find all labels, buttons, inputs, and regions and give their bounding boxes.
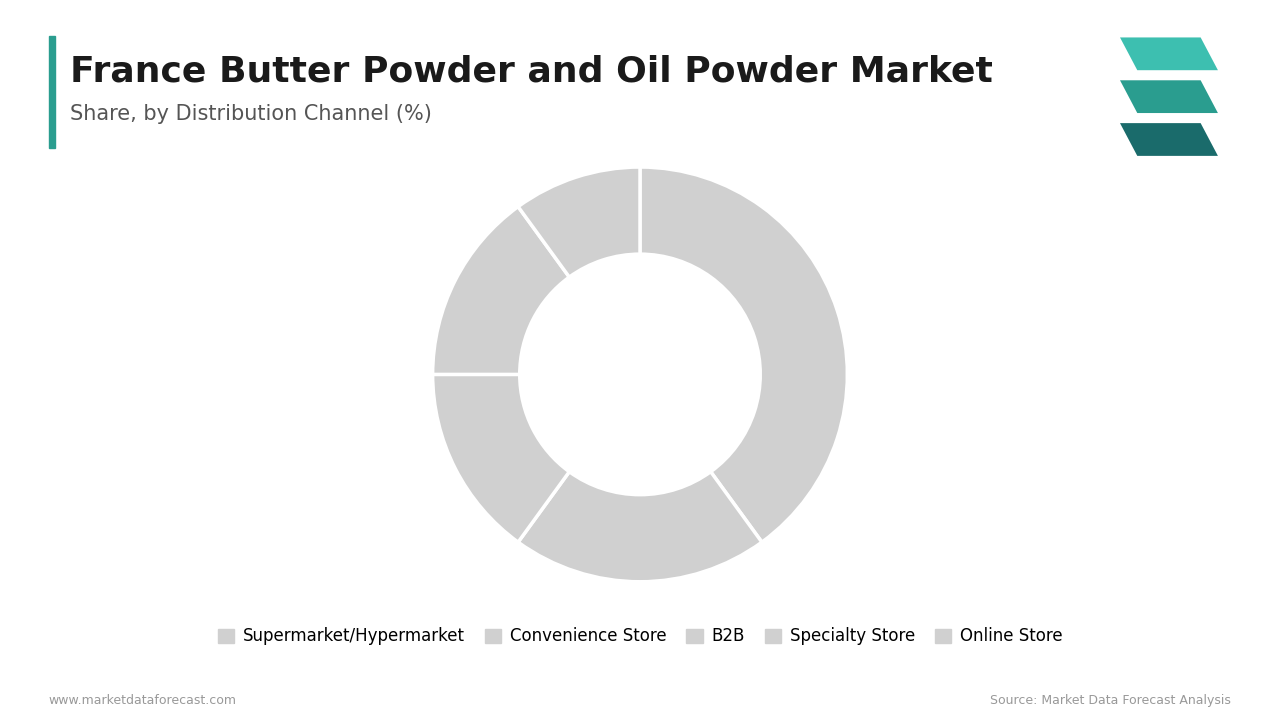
Legend: Supermarket/Hypermarket, Convenience Store, B2B, Specialty Store, Online Store: Supermarket/Hypermarket, Convenience Sto… xyxy=(212,623,1068,650)
Wedge shape xyxy=(433,374,570,542)
Polygon shape xyxy=(1120,37,1219,71)
Wedge shape xyxy=(640,167,847,542)
Wedge shape xyxy=(518,472,762,582)
Text: Share, by Distribution Channel (%): Share, by Distribution Channel (%) xyxy=(70,104,433,125)
Wedge shape xyxy=(518,167,640,277)
Polygon shape xyxy=(1120,80,1219,113)
Polygon shape xyxy=(1120,123,1219,156)
Wedge shape xyxy=(433,207,570,374)
Text: www.marketdataforecast.com: www.marketdataforecast.com xyxy=(49,694,237,707)
Text: Source: Market Data Forecast Analysis: Source: Market Data Forecast Analysis xyxy=(991,694,1231,707)
Text: France Butter Powder and Oil Powder Market: France Butter Powder and Oil Powder Mark… xyxy=(70,54,993,88)
